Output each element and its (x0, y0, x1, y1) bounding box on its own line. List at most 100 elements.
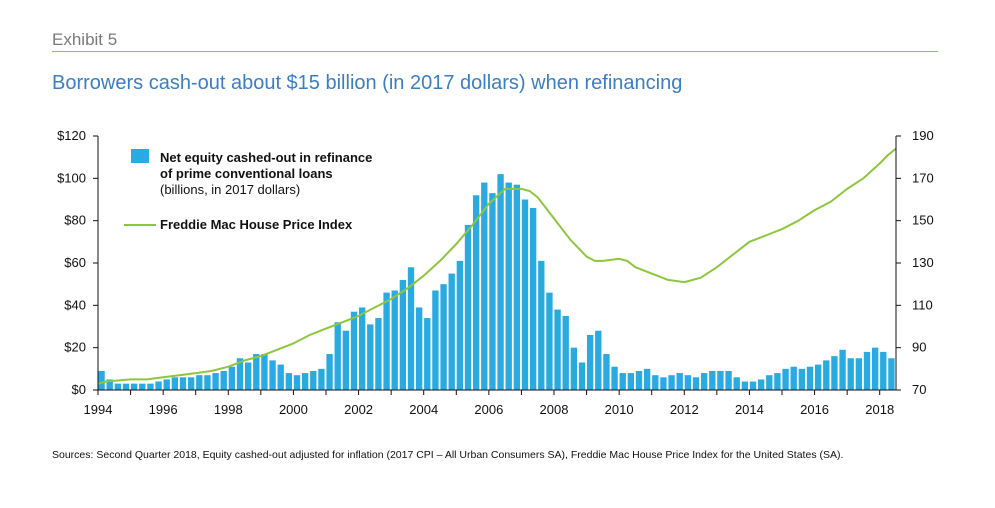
bar (464, 224, 472, 390)
y-left-tick-label: $80 (64, 213, 86, 228)
bar (440, 284, 447, 390)
x-tick-label: 2014 (735, 402, 764, 417)
bar (261, 354, 268, 390)
bar (383, 292, 390, 390)
bar (196, 375, 203, 390)
bar (415, 307, 423, 390)
x-tick-label: 2018 (865, 402, 894, 417)
bar (114, 383, 122, 390)
axes (93, 135, 901, 395)
bar (375, 318, 382, 390)
bar (831, 356, 838, 390)
bar (554, 309, 561, 390)
y-right-tick-label: 70 (912, 382, 926, 397)
y-right-tick-label: 110 (912, 297, 933, 312)
bar (310, 370, 317, 390)
bar (635, 370, 643, 390)
exhibit-label: Exhibit 5 (52, 30, 118, 49)
bar (204, 375, 211, 390)
bar (318, 368, 325, 390)
bar (888, 358, 895, 390)
bar (244, 362, 252, 390)
bar (603, 354, 610, 390)
bar (334, 322, 341, 390)
bar (570, 347, 578, 390)
y-left-tick-label: $100 (57, 170, 86, 185)
x-tick-label: 2004 (409, 402, 438, 417)
bar (619, 373, 626, 390)
line-series (97, 147, 897, 385)
x-tick-label: 2016 (800, 402, 829, 417)
bar (367, 324, 374, 390)
bar (700, 373, 708, 390)
bar (871, 347, 879, 390)
bar (432, 290, 439, 390)
bar (847, 358, 854, 390)
bar (228, 366, 236, 390)
bar (757, 379, 765, 390)
bar (578, 362, 586, 390)
x-tick-label: 1994 (84, 402, 113, 417)
bar (269, 360, 276, 390)
bar (171, 377, 179, 390)
bar (521, 199, 529, 390)
bar (660, 377, 667, 390)
bar (391, 290, 398, 390)
bar (301, 373, 309, 390)
bar (627, 373, 635, 390)
y-right-tick-label: 150 (912, 213, 934, 228)
bar-series (98, 174, 895, 390)
bar (187, 377, 195, 390)
bar (774, 373, 781, 390)
y-left-tick-label: $20 (64, 340, 86, 355)
bar (806, 366, 814, 390)
bar (643, 368, 651, 390)
bar (863, 351, 871, 390)
x-tick-label: 1996 (149, 402, 178, 417)
y-left-tick-label: $40 (64, 297, 86, 312)
bar (733, 377, 740, 390)
bar (790, 366, 797, 390)
bar (147, 383, 154, 390)
bar (472, 195, 480, 390)
x-tick-label: 2002 (344, 402, 373, 417)
bar (684, 375, 692, 390)
bar (407, 267, 415, 390)
tick-labels: $0 $20 $40 $60 $80 $100 $120 70 90 110 130 150 170 19… (57, 128, 934, 417)
bar (505, 182, 512, 390)
bar (489, 193, 496, 390)
bar (326, 354, 333, 390)
legend: Net equity cashed-out in refinance of pr… (124, 149, 372, 232)
bar (839, 349, 846, 390)
bar (513, 184, 521, 390)
y-left-tick-label: $120 (57, 128, 86, 143)
bar (253, 354, 260, 390)
bar (741, 381, 749, 390)
bar (855, 358, 863, 390)
legend-bar-label-line1: Net equity cashed-out in refinance (160, 150, 372, 165)
legend-bar-swatch (131, 149, 149, 163)
bar (130, 383, 138, 390)
bar (424, 318, 431, 390)
bar (709, 370, 716, 390)
bar (546, 292, 553, 390)
x-tick-label: 2006 (474, 402, 503, 417)
bar (586, 334, 594, 390)
bar (456, 260, 464, 390)
bar (798, 368, 806, 390)
bar (814, 364, 822, 390)
bar (342, 330, 350, 390)
chart-title: Borrowers cash-out about $15 billion (in… (52, 72, 683, 94)
y-left-tick-label: $0 (72, 382, 86, 397)
bar (350, 311, 358, 390)
bar (529, 207, 537, 390)
bar (538, 260, 545, 390)
bar (611, 366, 618, 390)
bar (766, 375, 773, 390)
bar (448, 273, 455, 390)
legend-line-label: Freddie Mac House Price Index (160, 217, 353, 232)
bar (212, 373, 219, 390)
x-tick-label: 2010 (605, 402, 634, 417)
bar (668, 375, 675, 390)
